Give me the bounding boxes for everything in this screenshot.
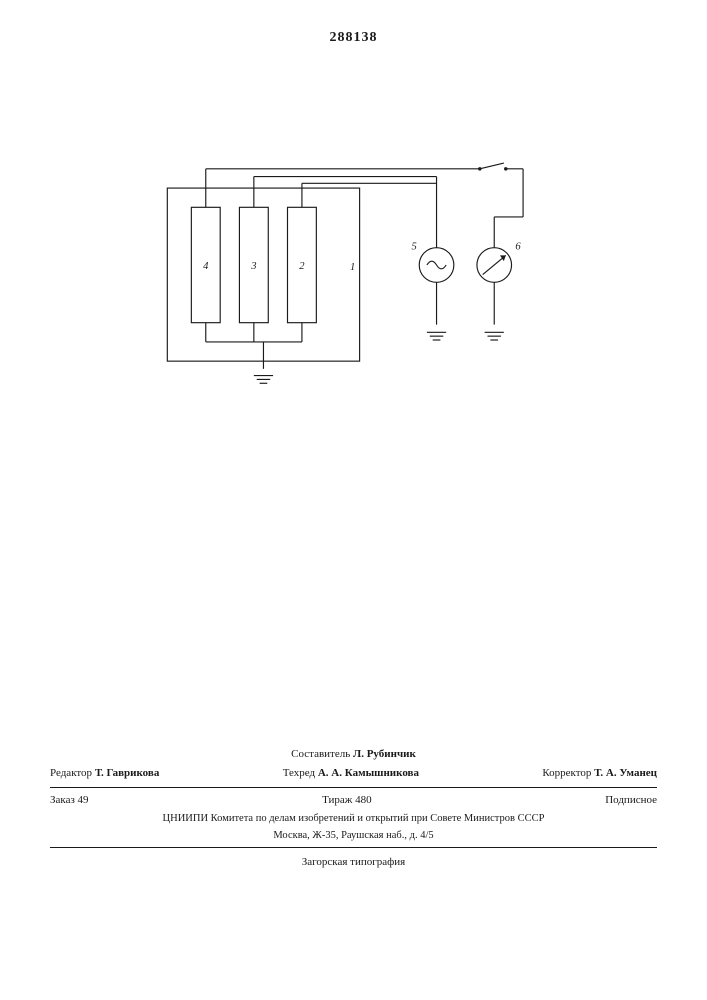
svg-text:1: 1: [350, 262, 355, 273]
tirage: Тираж 480: [322, 793, 372, 808]
address-line: Москва, Ж-35, Раушская наб., д. 4/5: [50, 827, 657, 844]
editor: Редактор Т. Гаврикова: [50, 766, 159, 781]
divider-2: [50, 847, 657, 848]
svg-text:2: 2: [299, 261, 305, 272]
circuit-diagram: 1 4 3 2 5 6: [140, 140, 560, 390]
divider-1: [50, 787, 657, 788]
compiler-line: Составитель Л. Рубинчик: [50, 745, 657, 764]
svg-text:4: 4: [203, 261, 209, 272]
print-row: Заказ 49 Тираж 480 Подписное: [50, 791, 657, 810]
compiler-name: Л. Рубинчик: [353, 748, 416, 760]
corrector: Корректор Т. А. Уманец: [542, 766, 657, 781]
tech-editor: Техред А. А. Камышникова: [283, 766, 419, 781]
page-number: 288138: [330, 30, 378, 46]
subscription: Подписное: [605, 793, 657, 808]
svg-text:5: 5: [412, 242, 417, 253]
org-line: ЦНИИПИ Комитета по делам изобретений и о…: [50, 810, 657, 827]
credits-row: Редактор Т. Гаврикова Техред А. А. Камыш…: [50, 764, 657, 783]
order-number: Заказ 49: [50, 793, 89, 808]
svg-text:6: 6: [515, 242, 521, 253]
compiler-label: Составитель: [291, 748, 350, 760]
footer-block: Составитель Л. Рубинчик Редактор Т. Гавр…: [50, 745, 657, 870]
svg-text:3: 3: [250, 261, 256, 272]
printer-line: Загорская типография: [50, 851, 657, 870]
